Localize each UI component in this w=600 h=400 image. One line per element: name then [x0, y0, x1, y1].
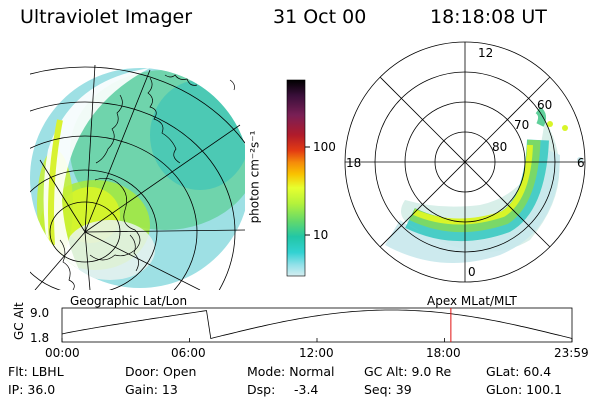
- alt-xtick-1200: 12:00: [299, 346, 334, 360]
- dsp-value: -3.4: [294, 382, 319, 397]
- mlt-label-12: 12: [478, 46, 494, 60]
- time-label: 18:18:08 UT: [430, 6, 547, 28]
- glon-info: GLon: 100.1: [486, 382, 562, 397]
- gain-info: Gain: 13: [125, 382, 178, 397]
- dsp-label: Dsp:: [247, 382, 276, 397]
- ip-info: IP: 36.0: [8, 382, 56, 397]
- filter-info: Flt: LBHL: [8, 364, 64, 379]
- door-info: Door: Open: [125, 364, 197, 379]
- mlat-label-80: 80: [492, 140, 508, 154]
- alt-ytick-9: 9.0: [30, 306, 50, 320]
- right-map-caption: Apex MLat/MLT: [427, 294, 517, 308]
- colorbar-tick-10: 10: [313, 228, 329, 242]
- mlat-label-60: 60: [537, 98, 553, 112]
- gc-alt-info: GC Alt: 9.0 Re: [364, 364, 452, 379]
- alt-xtick-2359: 23:59: [554, 346, 589, 360]
- mode-info: Mode: Normal: [247, 364, 335, 379]
- instrument-title: Ultraviolet Imager: [20, 6, 193, 28]
- alt-xtick-0600: 06:00: [171, 346, 206, 360]
- alt-ytick-1-8: 1.8: [30, 331, 50, 345]
- seq-info: Seq: 39: [364, 382, 412, 397]
- mlt-label-0: 0: [468, 265, 476, 279]
- left-map-caption: Geographic Lat/Lon: [70, 294, 188, 308]
- date-label: 31 Oct 00: [273, 6, 367, 28]
- alt-xtick-0000: 00:00: [45, 346, 80, 360]
- colorbar-tick-100: 100: [313, 140, 336, 154]
- alt-ylabel: GC Alt: [12, 302, 26, 340]
- mlat-label-70: 70: [514, 118, 530, 132]
- glat-info: GLat: 60.4: [486, 364, 552, 379]
- altitude-curve: [61, 309, 573, 339]
- alt-xtick-1800: 18:00: [426, 346, 461, 360]
- mlt-label-18: 18: [346, 156, 362, 170]
- mlt-label-6: 6: [577, 156, 585, 170]
